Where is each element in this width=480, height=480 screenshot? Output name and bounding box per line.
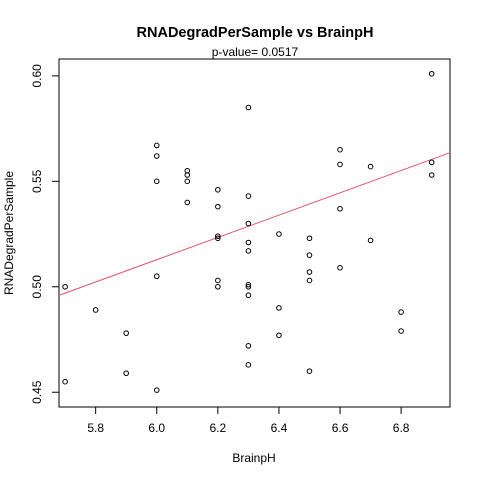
x-axis-label: BrainpH (232, 451, 275, 465)
data-point (184, 199, 191, 206)
x-tick-label: 6.8 (393, 421, 410, 435)
data-point (245, 283, 252, 290)
data-point (245, 343, 252, 349)
data-point (92, 307, 99, 313)
chart-subtitle: p-value= 0.0517 (212, 45, 299, 59)
data-point (245, 362, 252, 368)
data-point (276, 231, 282, 237)
data-point (245, 220, 252, 227)
data-point (123, 330, 130, 336)
data-point (306, 368, 313, 374)
data-point (337, 265, 343, 271)
y-axis-label: RNADegradPerSample (2, 171, 16, 295)
chart-title: RNADegradPerSample vs BrainpH (137, 25, 374, 41)
data-point (337, 161, 343, 168)
y-tick-label: 0.60 (30, 64, 44, 88)
data-point (153, 273, 160, 280)
data-point (428, 159, 435, 166)
data-point (215, 235, 221, 242)
data-point (62, 378, 68, 385)
data-point (245, 193, 252, 199)
data-point (153, 387, 160, 393)
data-point (428, 70, 435, 77)
data-point (245, 104, 252, 111)
data-point (398, 309, 404, 315)
y-axis: 0.45 0.50 0.55 0.60 (30, 64, 59, 404)
data-point (306, 252, 313, 258)
data-point (337, 146, 343, 153)
data-point (367, 163, 374, 170)
y-tick-label: 0.50 (30, 275, 44, 299)
data-point (153, 178, 160, 185)
data-point (428, 172, 435, 178)
data-point (398, 328, 404, 334)
data-point (306, 277, 313, 284)
data-point (276, 305, 282, 311)
data-point (62, 283, 68, 290)
x-tick-label: 6.6 (332, 421, 349, 435)
data-point (215, 203, 221, 210)
data-point (215, 277, 221, 284)
x-tick-label: 5.8 (87, 421, 104, 435)
data-points (62, 70, 435, 393)
y-tick-label: 0.55 (30, 169, 44, 193)
x-tick-label: 6.0 (148, 421, 165, 435)
data-point (276, 332, 282, 339)
data-point (215, 233, 221, 239)
plot-frame (58, 58, 451, 408)
data-point (245, 292, 252, 299)
data-point (123, 370, 130, 377)
data-point (184, 172, 191, 178)
data-point (215, 283, 221, 290)
x-tick-label: 6.4 (271, 421, 288, 435)
data-point (153, 153, 160, 159)
data-point (306, 235, 313, 242)
data-point (184, 178, 191, 185)
data-point (245, 239, 252, 246)
data-point (153, 142, 160, 149)
y-tick-label: 0.45 (30, 380, 44, 404)
data-point (245, 281, 252, 288)
data-point (306, 269, 313, 275)
regression-line (58, 152, 451, 296)
data-point (245, 248, 252, 254)
data-point (337, 205, 343, 212)
x-tick-label: 6.2 (210, 421, 227, 435)
regression-line-group (58, 152, 451, 296)
data-point (367, 237, 374, 244)
data-point (215, 186, 221, 193)
x-axis: 5.8 6.0 6.2 6.4 6.6 6.8 (87, 407, 410, 435)
